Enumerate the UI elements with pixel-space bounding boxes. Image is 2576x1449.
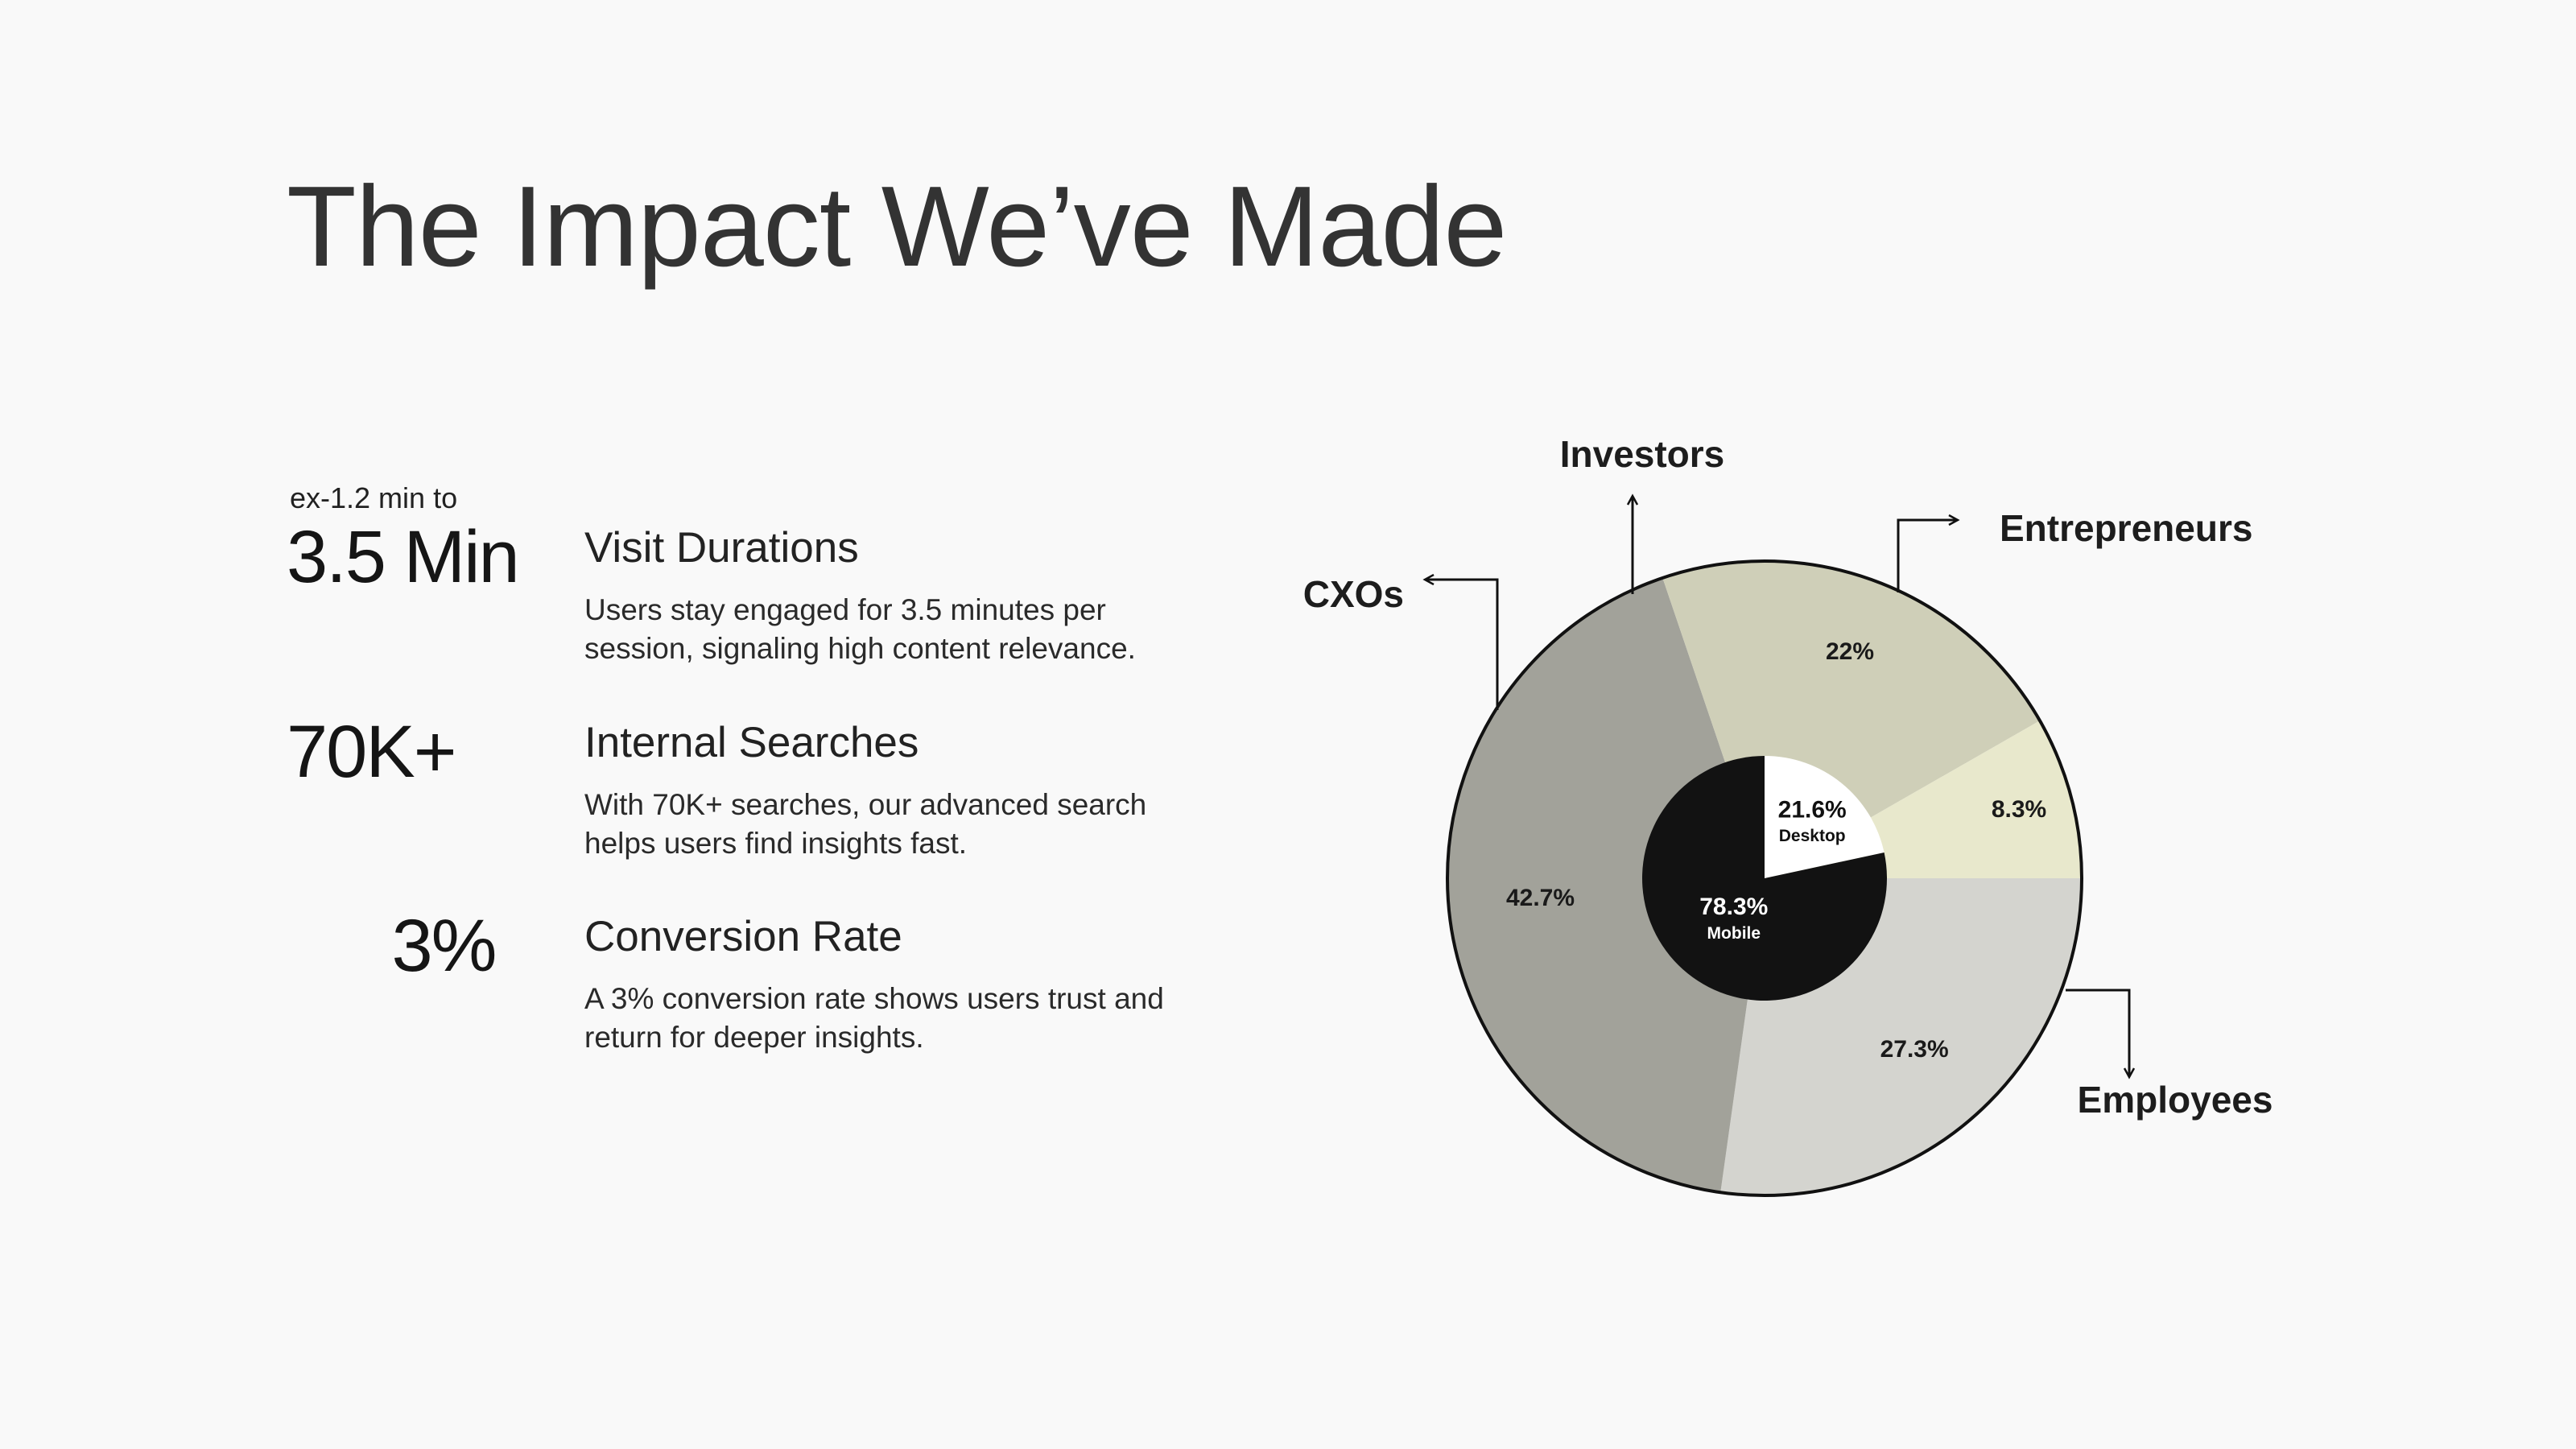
value-label-cxos: 22% [1826, 638, 1874, 665]
stat-value: 3% [391, 905, 497, 987]
category-label-desktop: Desktop [1779, 827, 1846, 845]
stat-previous-value: ex-1.2 min to [290, 481, 458, 514]
stat-description: Users stay engaged for 3.5 minutes per s… [584, 593, 1136, 665]
stat-heading: Conversion Rate [584, 913, 902, 960]
page-title: The Impact We’ve Made [287, 163, 1507, 291]
callout-line-employees [2066, 989, 2136, 1080]
stat-conversion-rate: 3% Conversion Rate A 3% conversion rate … [287, 905, 1253, 1089]
stat-value: 70K+ [287, 711, 456, 793]
stat-heading: Visit Durations [584, 524, 859, 572]
category-label-investors: Investors [1560, 433, 1725, 475]
stat-internal-searches: 70K+ Internal Searches With 70K+ searche… [287, 711, 1253, 895]
value-label-desktop: 21.6% [1778, 797, 1847, 824]
value-label-mobile: 78.3% [1699, 894, 1768, 920]
value-label-investors: 8.3% [1992, 796, 2046, 823]
category-label-cxos: CXOs [1303, 573, 1404, 615]
stat-description: A 3% conversion rate shows users trust a… [584, 982, 1164, 1054]
stat-value: 3.5 Min [287, 516, 520, 598]
category-label-employees: Employees [2078, 1079, 2273, 1121]
category-label-entrepreneurs: Entrepreneurs [2000, 507, 2252, 549]
stat-heading: Internal Searches [584, 719, 919, 766]
value-label-entrepreneurs: 27.3% [1880, 1036, 1949, 1063]
slice-desktop [1765, 756, 1885, 878]
slice-mobile [1642, 756, 1887, 1001]
callout-line-entrepreneurs [1897, 514, 1960, 592]
callout-line-cxos [1422, 573, 1499, 710]
value-label-employees: 42.7% [1506, 885, 1575, 911]
slice-employees [1447, 577, 1765, 1193]
category-label-mobile: Mobile [1707, 924, 1761, 943]
stat-visit-durations: ex-1.2 min to 3.5 Min Visit Durations Us… [287, 481, 1253, 700]
stat-description: With 70K+ searches, our advanced search … [584, 788, 1147, 860]
